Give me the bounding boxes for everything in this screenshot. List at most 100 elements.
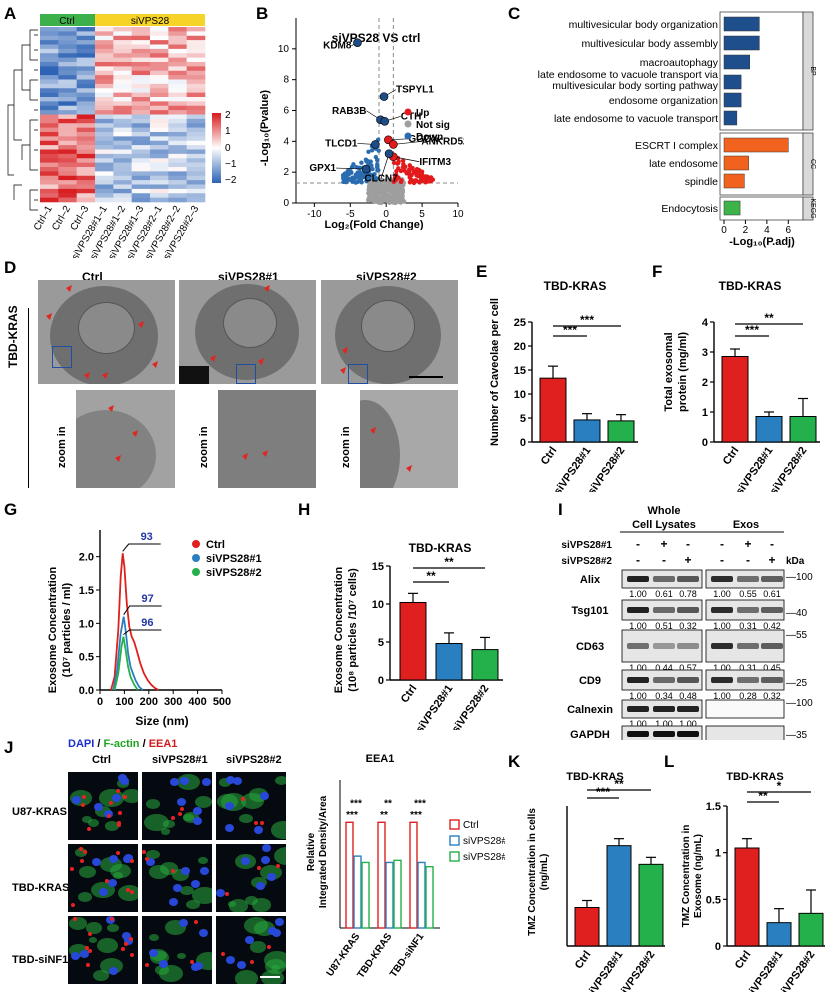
heatmap-cell (150, 57, 169, 63)
heatmap-cell (168, 83, 187, 89)
heatmap-cell (40, 153, 59, 159)
bar (377, 821, 386, 929)
heatmap-cell (168, 31, 187, 37)
heatmap-cell (58, 114, 77, 120)
heatmap-cell (95, 44, 114, 50)
if-col-ctrl: Ctrl (92, 754, 111, 766)
band (761, 576, 783, 582)
y-tick-label: 4 (283, 136, 289, 147)
panel-letter-c: C (508, 4, 521, 23)
heatmap-cell (76, 184, 96, 190)
heatmap-cell (58, 105, 77, 111)
heatmap-cell (113, 57, 132, 63)
scatter-point (372, 187, 378, 193)
y-tick-label: 6 (283, 106, 289, 117)
y-tick-label: 5 (520, 413, 526, 425)
term-label: multivesicular body assembly (581, 38, 718, 50)
heatmap-cell (113, 88, 132, 93)
x-tick-label: 300 (164, 696, 182, 708)
band (711, 576, 733, 582)
x-tick-label: -10 (307, 209, 322, 220)
heatmap-cell (76, 105, 96, 111)
treatment-sign: - (636, 553, 640, 567)
mw-marker: —100 (786, 698, 813, 709)
scatter-point (407, 180, 413, 185)
heatmap-cell (131, 167, 151, 172)
labeled-point (389, 140, 398, 149)
bar (798, 912, 824, 947)
heatmap-cell (113, 105, 132, 111)
heatmap-cell (95, 167, 114, 172)
heatmap-cell (95, 66, 114, 72)
heatmap-cell (150, 66, 169, 72)
scale-tick: 0 (225, 143, 231, 154)
series-line (112, 616, 144, 691)
quant-value: 0.45 (763, 663, 781, 673)
heatmap-cell (113, 118, 132, 124)
heatmap-cell (76, 127, 96, 133)
heatmap-cell (168, 101, 187, 107)
bar (539, 377, 567, 443)
heatmap-cell (131, 48, 151, 54)
scatter-point (401, 161, 406, 167)
heatmap-cell (95, 27, 114, 32)
heatmap-cell (150, 40, 169, 45)
heatmap-cell (150, 101, 169, 107)
heatmap-cell (58, 145, 77, 150)
significance-stars: ** (758, 789, 768, 803)
heatmap-cell (186, 114, 206, 120)
label-leader (336, 167, 367, 170)
scatter-point (419, 172, 425, 178)
heatmap-cell (150, 184, 169, 190)
panel-letter-f: F (652, 262, 663, 281)
wcl-header-2: Cell Lysates (632, 519, 696, 531)
quant-value: 0.55 (739, 589, 757, 599)
heatmap-cell (168, 118, 187, 124)
enrichment-bar (723, 200, 741, 216)
labeled-point (353, 38, 362, 47)
tem-zoom-si1 (218, 390, 316, 488)
nta-line-chart: 0.0 0.5 1.0 1.5 2.0 0 100 200 300 400 500 93 Ctrl 97 s… (47, 530, 262, 728)
enrichment-bar (723, 74, 742, 90)
heatmap-cell (95, 132, 114, 137)
heatmap-cell (76, 132, 96, 137)
heatmap-cell (131, 180, 151, 185)
section-strip (802, 11, 814, 131)
scatter-point (376, 192, 381, 197)
heatmap-cell (76, 171, 96, 177)
scatter-point (407, 175, 412, 180)
quant-value: 1.00 (629, 719, 647, 729)
bar (755, 416, 783, 443)
scatter-point (384, 182, 389, 187)
heatmap-cell (95, 48, 114, 54)
bar (721, 356, 749, 443)
heatmap-cell (186, 66, 206, 72)
heatmap-cell (168, 127, 187, 133)
heatmap-cell (95, 101, 114, 107)
heatmap-cell (95, 88, 114, 93)
heatmap-cell (58, 193, 77, 198)
treatment-sign: + (684, 553, 691, 567)
panel-letter-g: G (4, 500, 18, 519)
x-tick-label: 200 (140, 696, 158, 708)
y-tick-label: 5 (378, 637, 384, 649)
category-label: Ctrl (721, 445, 742, 467)
chart-h-ylabel: Exosome Concentration (333, 566, 345, 693)
heatmap-cell (186, 88, 206, 93)
scatter-point (399, 191, 404, 197)
heatmap-cell (186, 83, 206, 89)
heatmap-cell (58, 40, 77, 45)
heatmap-cell (186, 97, 206, 102)
heatmap-cell (150, 132, 169, 137)
band (711, 607, 733, 613)
scatter-point (366, 190, 371, 196)
heatmap-cell (186, 140, 206, 146)
caveolae-arrowheads (46, 285, 412, 472)
x-tick-label: 100 (115, 696, 133, 708)
heatmap-cell (95, 75, 114, 80)
heatmap-cell (58, 188, 77, 194)
heatmap-cell (186, 132, 206, 137)
heatmap-cell (58, 62, 77, 67)
treatment-sign: + (744, 537, 751, 551)
dapi-label: DAPI (68, 738, 95, 750)
